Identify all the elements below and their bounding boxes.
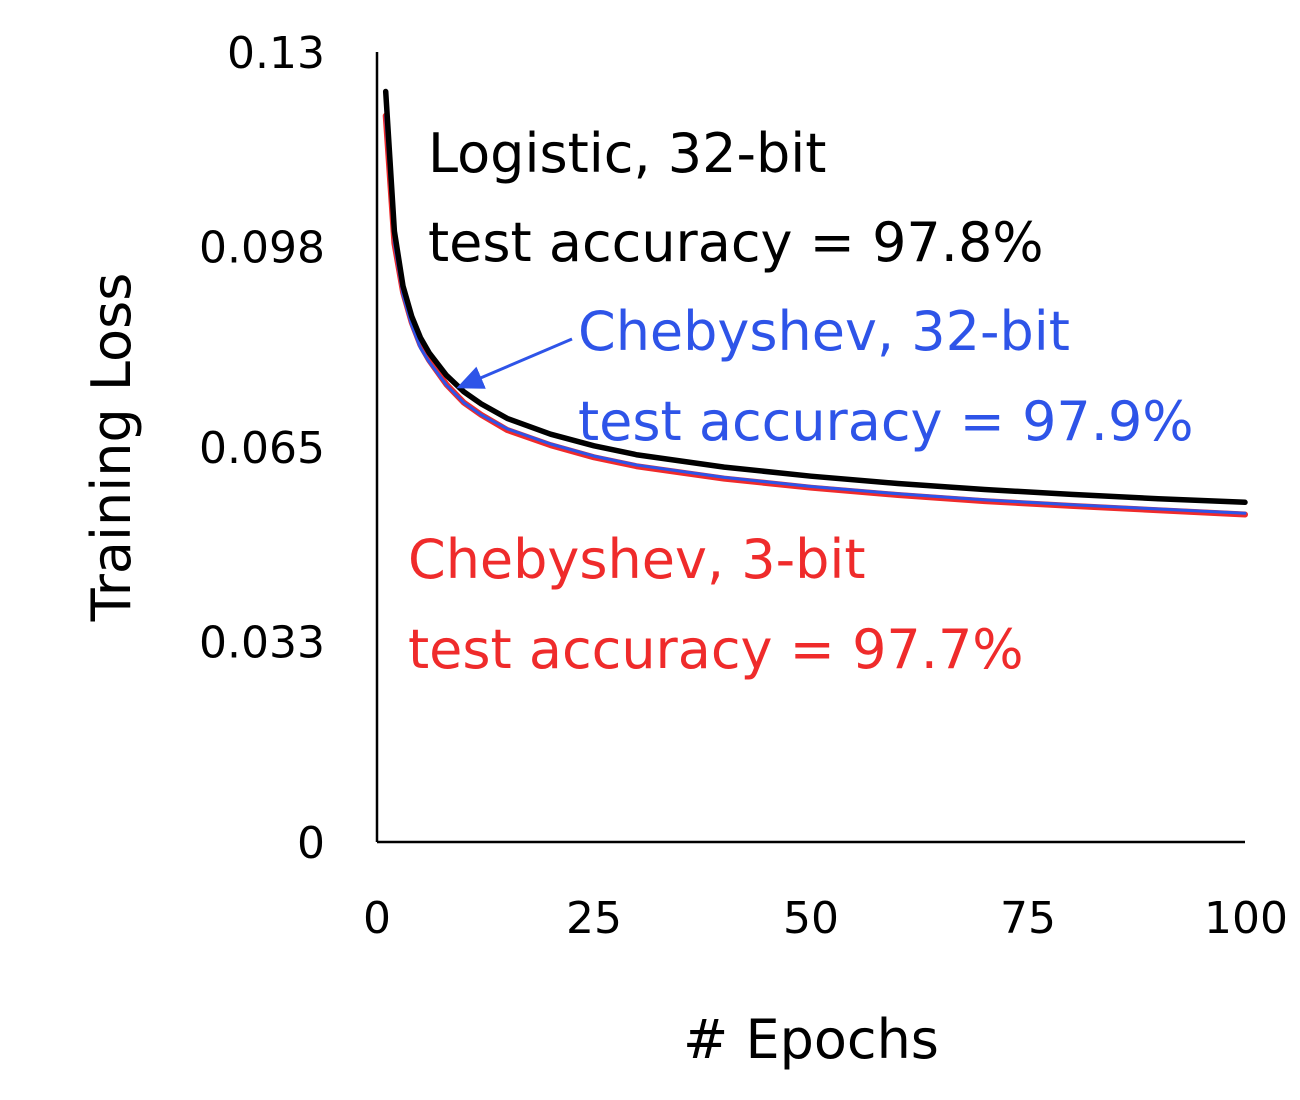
x-tick-label: 50	[783, 893, 839, 944]
annotation-logistic: Logistic, 32-bit test accuracy = 97.8%	[428, 122, 1044, 274]
annotation-logistic-line2: test accuracy = 97.8%	[428, 211, 1044, 274]
annotation-chebyshev-3bit-line2: test accuracy = 97.7%	[408, 618, 1024, 681]
annotation-logistic-line1: Logistic, 32-bit	[428, 122, 826, 185]
x-axis-label: # Epochs	[683, 1008, 939, 1071]
x-tick-label: 25	[566, 893, 622, 944]
x-tick-label: 75	[1000, 893, 1056, 944]
y-tick-label: 0	[297, 818, 325, 869]
y-tick-label: 0.033	[199, 618, 325, 669]
annotation-chebyshev-3bit: Chebyshev, 3-bit test accuracy = 97.7%	[408, 528, 1024, 681]
y-tick-label: 0.13	[227, 28, 325, 79]
annotation-arrow	[456, 337, 573, 389]
annotation-chebyshev-32bit-line1: Chebyshev, 32-bit	[578, 300, 1070, 363]
annotation-chebyshev-3bit-line1: Chebyshev, 3-bit	[408, 528, 866, 591]
series-line-chebyshev-32bit	[384, 114, 1247, 515]
y-tick-label: 0.098	[199, 223, 325, 274]
x-tick-label: 0	[363, 893, 391, 944]
series-layer	[382, 88, 1248, 518]
annotation-chebyshev-32bit: Chebyshev, 32-bit test accuracy = 97.9%	[456, 300, 1194, 453]
x-tick-labels: 0 25 50 75 100	[363, 893, 1288, 944]
series-line-logistic-32bit	[382, 88, 1248, 506]
y-tick-labels: 0 0.033 0.065 0.098 0.13	[199, 28, 325, 869]
y-axis-label: Training Loss	[80, 273, 143, 623]
x-tick-label: 100	[1204, 893, 1288, 944]
annotation-chebyshev-32bit-line2: test accuracy = 97.9%	[578, 390, 1194, 453]
y-tick-label: 0.065	[199, 423, 325, 474]
